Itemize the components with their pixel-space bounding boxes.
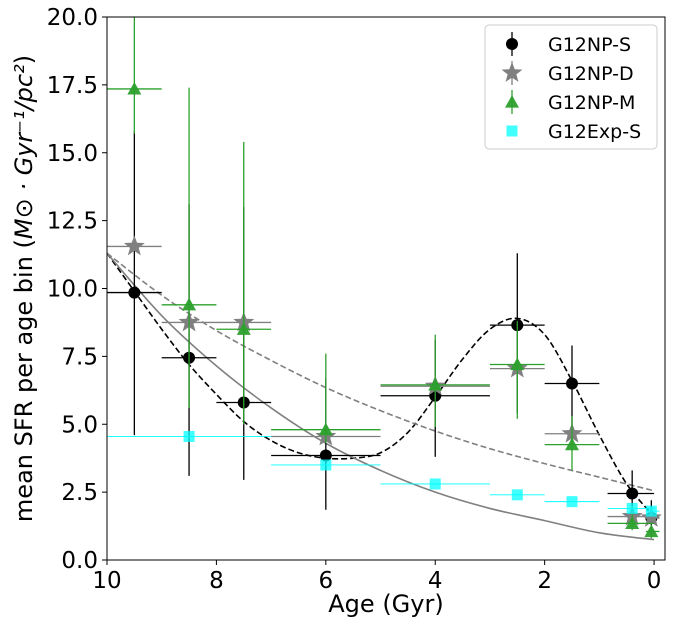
data-point bbox=[183, 430, 195, 442]
legend-label: G12Exp-S bbox=[548, 121, 641, 143]
legend-marker bbox=[505, 95, 519, 108]
y-axis-label-units: M⊙ · Gyr⁻¹/pc² bbox=[10, 64, 38, 239]
data-point bbox=[128, 286, 141, 299]
series-G12NP-S bbox=[107, 131, 660, 533]
y-tick-label: 2.5 bbox=[61, 480, 98, 506]
legend-label: G12NP-S bbox=[548, 34, 631, 56]
data-point bbox=[429, 478, 441, 490]
x-tick-label: 8 bbox=[209, 568, 224, 594]
y-axis-label-prefix: mean SFR per age bin ( bbox=[10, 239, 38, 522]
data-point bbox=[319, 449, 332, 462]
x-tick-label: 0 bbox=[647, 568, 662, 594]
series-G12Exp-S bbox=[107, 430, 660, 517]
y-tick-label: 0.0 bbox=[61, 548, 98, 574]
fit-curve bbox=[106, 252, 655, 518]
legend-marker bbox=[506, 38, 518, 50]
data-series bbox=[107, 17, 662, 539]
data-point bbox=[127, 81, 142, 95]
y-tick-label: 10.0 bbox=[47, 277, 98, 303]
data-point bbox=[566, 377, 578, 390]
y-axis-label: mean SFR per age bin (M⊙ · Gyr⁻¹/pc²) bbox=[10, 55, 38, 522]
fit-curve bbox=[106, 252, 655, 492]
x-axis-ticks: 10 8 6 4 2 0 bbox=[92, 560, 661, 594]
y-tick-label: 7.5 bbox=[61, 344, 98, 370]
x-tick-label: 2 bbox=[537, 568, 552, 594]
data-point bbox=[318, 422, 333, 436]
x-axis-label: Age (Gyr) bbox=[328, 590, 443, 618]
x-tick-label: 6 bbox=[319, 568, 334, 594]
legend-label: G12NP-M bbox=[548, 92, 635, 114]
legend-box bbox=[484, 24, 658, 150]
y-tick-label: 15.0 bbox=[47, 141, 98, 167]
x-tick-label: 10 bbox=[92, 568, 121, 594]
data-point bbox=[640, 506, 662, 527]
legend-entry: G12Exp-S bbox=[506, 121, 641, 143]
legend-marker bbox=[506, 125, 518, 137]
data-point bbox=[428, 377, 443, 391]
data-point bbox=[626, 487, 639, 500]
y-tick-label: 12.5 bbox=[47, 209, 98, 235]
data-point bbox=[625, 516, 640, 529]
y-axis-ticks: 0.0 2.5 5.0 7.5 10.0 12.5 15.0 17.5 20.0 bbox=[47, 5, 107, 574]
series-G12NP-M bbox=[107, 17, 660, 539]
legend-entry: G12NP-D bbox=[501, 61, 634, 85]
legend-marker bbox=[501, 62, 523, 82]
data-point bbox=[182, 297, 197, 311]
data-point bbox=[565, 437, 579, 451]
data-point bbox=[510, 357, 525, 371]
data-point bbox=[123, 235, 145, 256]
data-point bbox=[236, 322, 251, 335]
x-tick-label: 4 bbox=[428, 568, 443, 594]
y-tick-label: 20.0 bbox=[47, 5, 98, 31]
y-tick-label: 17.5 bbox=[47, 73, 98, 99]
y-tick-label: 5.0 bbox=[61, 412, 98, 438]
data-point bbox=[626, 502, 638, 514]
data-point bbox=[320, 459, 332, 471]
data-point bbox=[511, 489, 523, 501]
legend-entry: G12NP-M bbox=[505, 90, 635, 114]
legend-entry: G12NP-S bbox=[506, 32, 631, 56]
y-axis-label-suffix: ) bbox=[10, 55, 38, 64]
data-point bbox=[645, 505, 657, 517]
data-point bbox=[644, 524, 659, 538]
legend: G12NP-S G12NP-D G12NP-M G12Exp-S bbox=[484, 24, 658, 150]
series-G12NP-D bbox=[107, 235, 662, 527]
legend-label: G12NP-D bbox=[548, 63, 634, 85]
data-point bbox=[566, 496, 578, 508]
